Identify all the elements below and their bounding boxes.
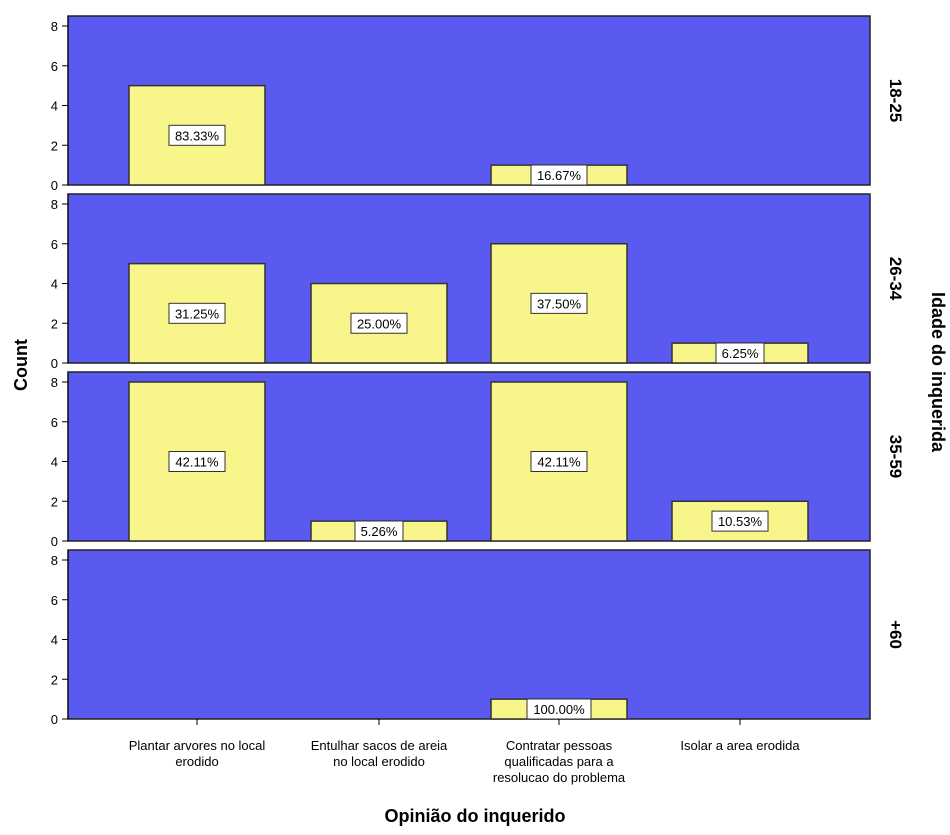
y-tick-label: 2 bbox=[51, 138, 58, 153]
y-tick-label: 8 bbox=[51, 197, 58, 212]
data-label-box bbox=[711, 510, 769, 532]
data-label: 37.50% bbox=[537, 296, 582, 311]
y-tick-label: 8 bbox=[51, 375, 58, 390]
y-tick-label: 2 bbox=[51, 672, 58, 687]
facet-label: 26-34 bbox=[886, 257, 905, 301]
y-tick-label: 6 bbox=[51, 593, 58, 608]
y-tick-label: 4 bbox=[51, 633, 58, 648]
y-tick-label: 0 bbox=[51, 178, 58, 193]
data-label-box bbox=[530, 164, 588, 186]
y-tick-label: 2 bbox=[51, 316, 58, 331]
x-tick-label: Contratar pessoas bbox=[506, 738, 613, 753]
y-tick-label: 4 bbox=[51, 277, 58, 292]
panel-axis-title: Idade do inquerida bbox=[928, 292, 948, 453]
y-tick-label: 0 bbox=[51, 712, 58, 727]
bar bbox=[490, 243, 628, 364]
data-label-box bbox=[168, 302, 226, 324]
data-label-box bbox=[350, 312, 408, 334]
data-label-box bbox=[354, 520, 404, 542]
data-label-box bbox=[530, 451, 588, 472]
data-label: 10.53% bbox=[718, 514, 763, 529]
data-label: 83.33% bbox=[175, 128, 220, 143]
y-tick-label: 6 bbox=[51, 59, 58, 74]
data-label: 42.11% bbox=[175, 455, 219, 470]
x-axis-title: Opinião do inquerido bbox=[385, 806, 566, 826]
data-label: 5.26% bbox=[361, 524, 398, 539]
y-tick-label: 4 bbox=[51, 99, 58, 114]
data-label-box bbox=[715, 342, 765, 364]
facet-label: 35-59 bbox=[886, 435, 905, 478]
data-label-box bbox=[168, 124, 226, 146]
facet-label: +60 bbox=[886, 620, 905, 649]
x-tick-label: resolucao do problema bbox=[493, 770, 626, 785]
data-label: 100.00% bbox=[533, 702, 585, 717]
x-tick-label: Plantar arvores no local bbox=[129, 738, 266, 753]
data-label-box bbox=[530, 292, 588, 314]
y-tick-label: 8 bbox=[51, 553, 58, 568]
y-axis-title: Count bbox=[11, 339, 31, 391]
data-label: 16.67% bbox=[537, 168, 582, 183]
y-tick-label: 8 bbox=[51, 19, 58, 34]
data-label: 25.00% bbox=[357, 316, 402, 331]
x-tick-label: no local erodido bbox=[333, 754, 425, 769]
facet-label: 18-25 bbox=[886, 79, 905, 122]
data-label-box bbox=[168, 451, 226, 472]
x-tick-label: Entulhar sacos de areia bbox=[311, 738, 448, 753]
panel-background bbox=[67, 549, 871, 720]
bar bbox=[671, 500, 809, 542]
y-tick-label: 2 bbox=[51, 494, 58, 509]
y-tick-label: 4 bbox=[51, 455, 58, 470]
y-tick-label: 0 bbox=[51, 534, 58, 549]
y-tick-label: 6 bbox=[51, 415, 58, 430]
x-tick-label: Isolar a area erodida bbox=[680, 738, 800, 753]
x-tick-label: qualificadas para a bbox=[504, 754, 614, 769]
data-label: 42.11% bbox=[537, 455, 581, 470]
data-label: 31.25% bbox=[175, 306, 220, 321]
y-tick-label: 0 bbox=[51, 356, 58, 371]
data-label: 6.25% bbox=[722, 346, 759, 361]
x-tick-label: erodido bbox=[175, 754, 218, 769]
y-tick-label: 6 bbox=[51, 237, 58, 252]
